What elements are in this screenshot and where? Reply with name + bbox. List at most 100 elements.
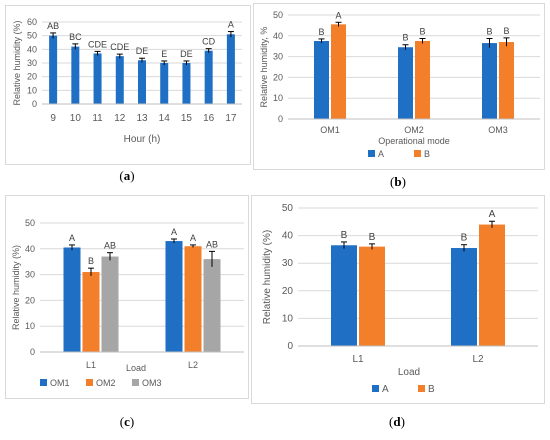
legend-swatch — [132, 379, 139, 386]
y-tick-label: 20 — [282, 286, 294, 297]
bar — [479, 224, 505, 346]
significance-label: B — [341, 230, 348, 241]
significance-label: DE — [136, 46, 149, 56]
legend-label: A — [378, 149, 384, 159]
significance-label: B — [318, 27, 324, 37]
significance-label: A — [69, 233, 75, 243]
y-tick-label: 30 — [25, 270, 35, 280]
panel-d: 0 10 20 30 40 50 Relative humidity (%) B B L1 B A L2… — [251, 195, 545, 404]
significance-label: AB — [104, 241, 116, 251]
bar — [359, 246, 385, 346]
x-tick-label: L1 — [86, 360, 96, 370]
legend-swatch — [418, 385, 425, 392]
chart-a: 0 10 20 30 40 50 60 Relative humidity (%) AB 9 BC 1… — [12, 17, 242, 145]
significance-label: DE — [180, 49, 193, 59]
bar — [204, 50, 213, 104]
x-tick-label: OM2 — [404, 125, 424, 135]
significance-label: A — [335, 10, 341, 20]
x-tick-label: 9 — [50, 113, 56, 124]
y-tick-label: 40 — [282, 231, 294, 242]
caption-b: (b) — [390, 174, 406, 189]
y-tick-label: 0 — [30, 347, 35, 357]
x-axis-title: Operational mode — [378, 136, 450, 146]
x-tick-label: 17 — [225, 113, 237, 124]
x-tick-label: L2 — [472, 354, 484, 365]
legend-label: A — [382, 384, 389, 395]
bar — [71, 46, 80, 104]
legend-swatch — [414, 150, 421, 157]
significance-label: B — [486, 27, 492, 37]
x-tick-label: L1 — [352, 354, 364, 365]
x-tick-label: OM1 — [320, 125, 340, 135]
bar — [482, 43, 497, 119]
bar — [331, 24, 346, 119]
bar — [415, 41, 430, 119]
legend-swatch — [372, 385, 379, 392]
bar — [138, 60, 146, 104]
x-tick-label: 12 — [114, 113, 126, 124]
bar — [160, 63, 169, 104]
significance-label: BC — [69, 32, 82, 42]
significance-label: B — [419, 27, 425, 37]
y-tick-label: 0 — [278, 114, 283, 124]
y-tick-label: 10 — [273, 93, 283, 103]
x-axis-title: Load — [398, 367, 420, 378]
bar — [93, 53, 102, 104]
significance-label: B — [503, 26, 509, 36]
bar — [115, 56, 124, 104]
y-tick-label: 20 — [273, 72, 283, 82]
significance-label: AB — [206, 239, 218, 249]
x-axis-title: Load — [126, 363, 146, 373]
bar — [226, 34, 235, 104]
bar — [63, 247, 81, 352]
bar — [49, 35, 58, 104]
legend-swatch — [40, 379, 47, 386]
y-tick-label: 40 — [273, 31, 283, 41]
significance-label: AB — [47, 21, 59, 31]
y-tick-label: 50 — [273, 10, 283, 20]
y-tick-label: 50 — [282, 203, 294, 214]
significance-label: E — [161, 49, 167, 59]
y-tick-label: 40 — [25, 244, 35, 254]
significance-label: A — [190, 233, 196, 243]
panel-b: 0 10 20 30 40 50 Relative humidity, % B A OM1 B B OM… — [253, 3, 545, 170]
bar — [182, 63, 191, 104]
bar — [398, 47, 413, 119]
legend-label: OM3 — [142, 378, 162, 388]
y-tick-label: 30 — [273, 52, 283, 62]
bar — [331, 245, 357, 346]
y-axis-title: Relative humidity (%) — [11, 245, 21, 330]
x-tick-label: 16 — [203, 113, 215, 124]
legend-swatch — [86, 379, 93, 386]
bar — [499, 42, 514, 119]
caption-c: (c) — [119, 414, 135, 429]
y-tick-label: 20 — [25, 295, 35, 305]
y-axis-title: Relative humidity (%) — [262, 230, 273, 324]
significance-label: B — [369, 232, 376, 243]
caption-d: (d) — [389, 414, 405, 429]
legend-label: OM1 — [50, 378, 70, 388]
bar — [451, 248, 477, 346]
y-tick-label: 20 — [27, 72, 37, 82]
panel-a: 0 10 20 30 40 50 60 Relative humidity (%) AB 9 BC 1… — [5, 5, 251, 165]
significance-label: CDE — [88, 39, 107, 49]
bar — [203, 259, 221, 352]
bar — [184, 246, 202, 352]
x-axis-title: Hour (h) — [124, 134, 161, 145]
y-tick-label: 50 — [25, 218, 35, 228]
significance-label: B — [88, 256, 94, 266]
y-tick-label: 50 — [27, 31, 37, 41]
x-tick-label: 11 — [92, 113, 103, 124]
bar — [165, 241, 183, 352]
significance-label: A — [228, 20, 234, 30]
x-tick-label: OM3 — [488, 125, 508, 135]
y-axis-title: Relative humidity, % — [259, 27, 269, 108]
y-tick-label: 10 — [27, 85, 37, 95]
y-tick-label: 0 — [287, 341, 293, 352]
x-tick-label: 15 — [181, 113, 193, 124]
y-axis-title: Relative humidity (%) — [12, 20, 22, 105]
y-tick-label: 30 — [282, 258, 294, 269]
bar — [82, 272, 100, 352]
y-tick-label: 60 — [27, 17, 37, 27]
